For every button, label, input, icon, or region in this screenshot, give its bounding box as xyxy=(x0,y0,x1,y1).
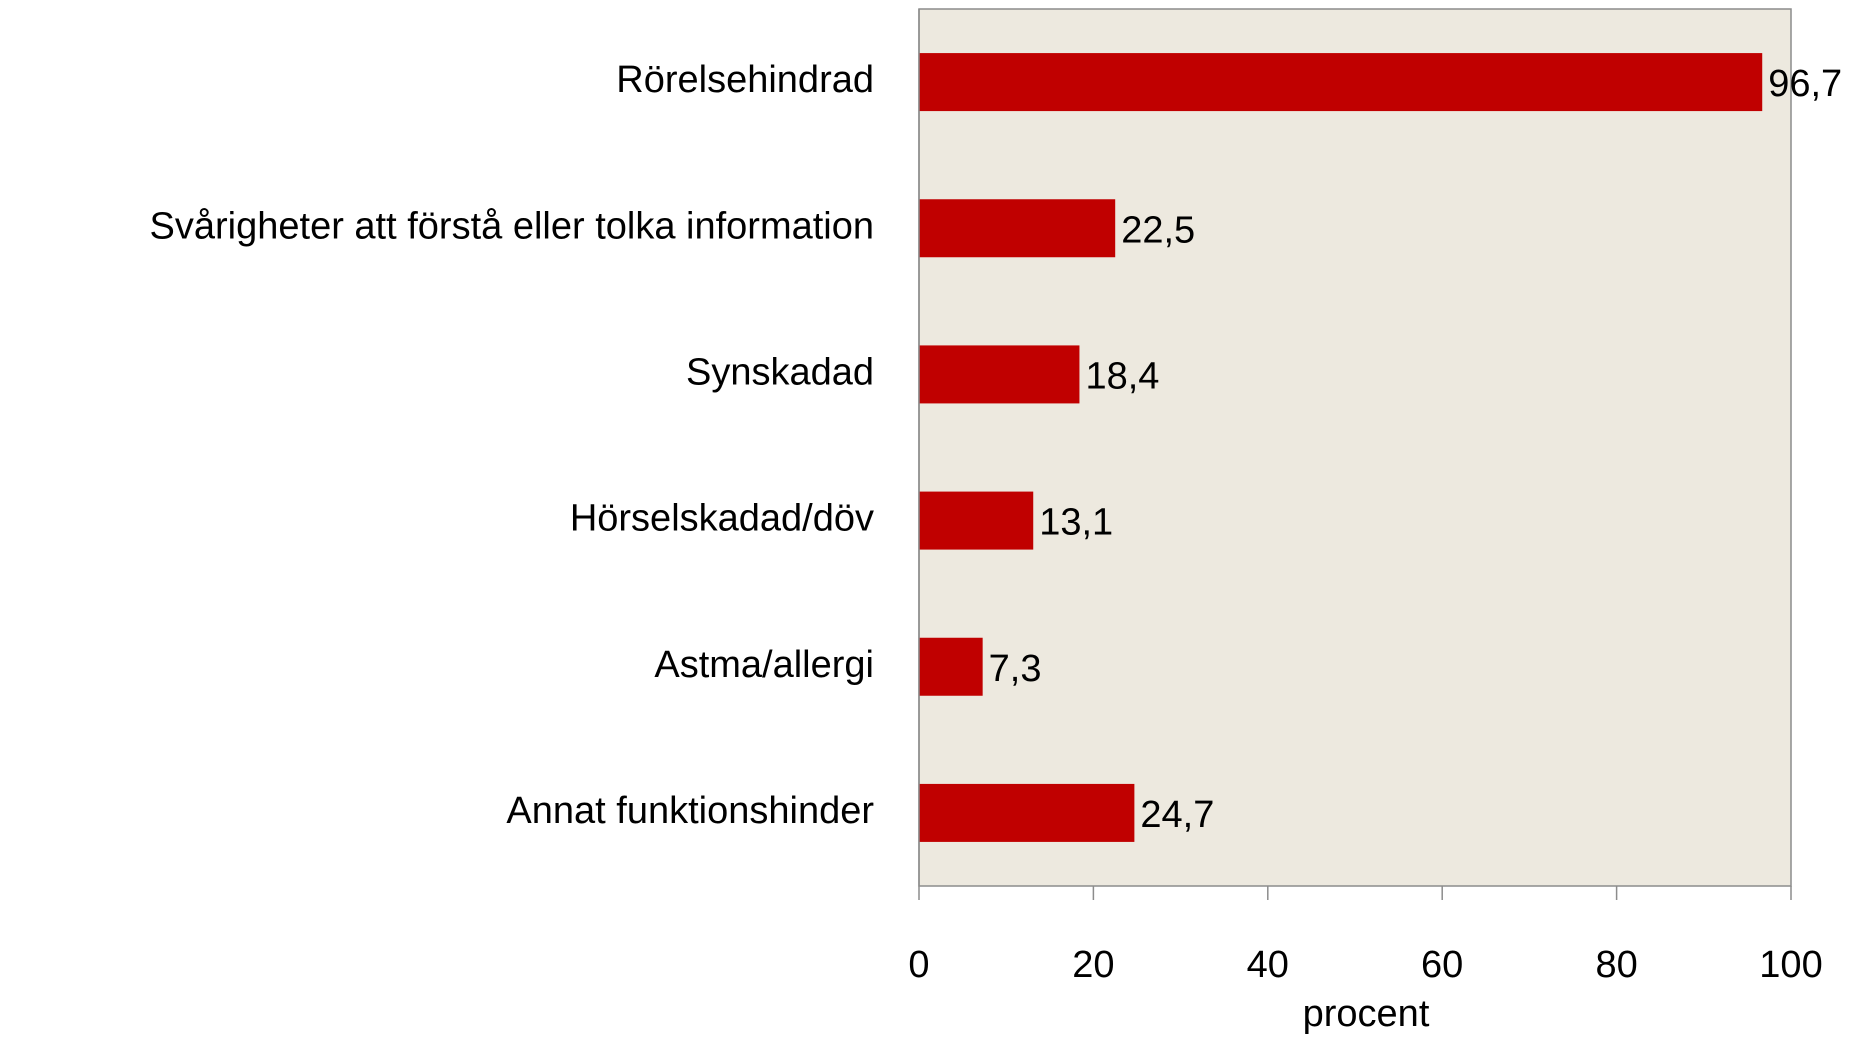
bar xyxy=(919,491,1034,550)
data-label: 96,7 xyxy=(1768,63,1842,105)
y-tick-label: Astma/allergi xyxy=(654,644,874,686)
x-tick-label: 40 xyxy=(1247,944,1289,986)
data-label: 7,3 xyxy=(989,648,1042,690)
data-label: 24,7 xyxy=(1140,794,1214,836)
bar xyxy=(919,199,1116,258)
data-label: 18,4 xyxy=(1085,355,1159,397)
y-tick-label: Hörselskadad/döv xyxy=(570,498,874,540)
bar xyxy=(919,783,1135,842)
data-label: 13,1 xyxy=(1039,502,1113,544)
x-axis-label: procent xyxy=(1303,993,1430,1035)
y-tick-label: Svårigheter att förstå eller tolka infor… xyxy=(150,205,874,247)
x-tick-label: 20 xyxy=(1072,944,1114,986)
y-tick-label: Annat funktionshinder xyxy=(506,790,874,832)
x-tick-label: 80 xyxy=(1595,944,1637,986)
plot-area xyxy=(918,8,1792,887)
x-tick-label: 0 xyxy=(908,944,929,986)
x-tick-label: 100 xyxy=(1759,944,1822,986)
y-tick-label: Synskadad xyxy=(686,351,874,393)
x-tick-label: 60 xyxy=(1421,944,1463,986)
bar xyxy=(919,345,1080,404)
bar xyxy=(919,637,983,696)
data-label: 22,5 xyxy=(1121,209,1195,251)
y-tick-label: Rörelsehindrad xyxy=(616,59,874,101)
bar xyxy=(919,53,1763,112)
